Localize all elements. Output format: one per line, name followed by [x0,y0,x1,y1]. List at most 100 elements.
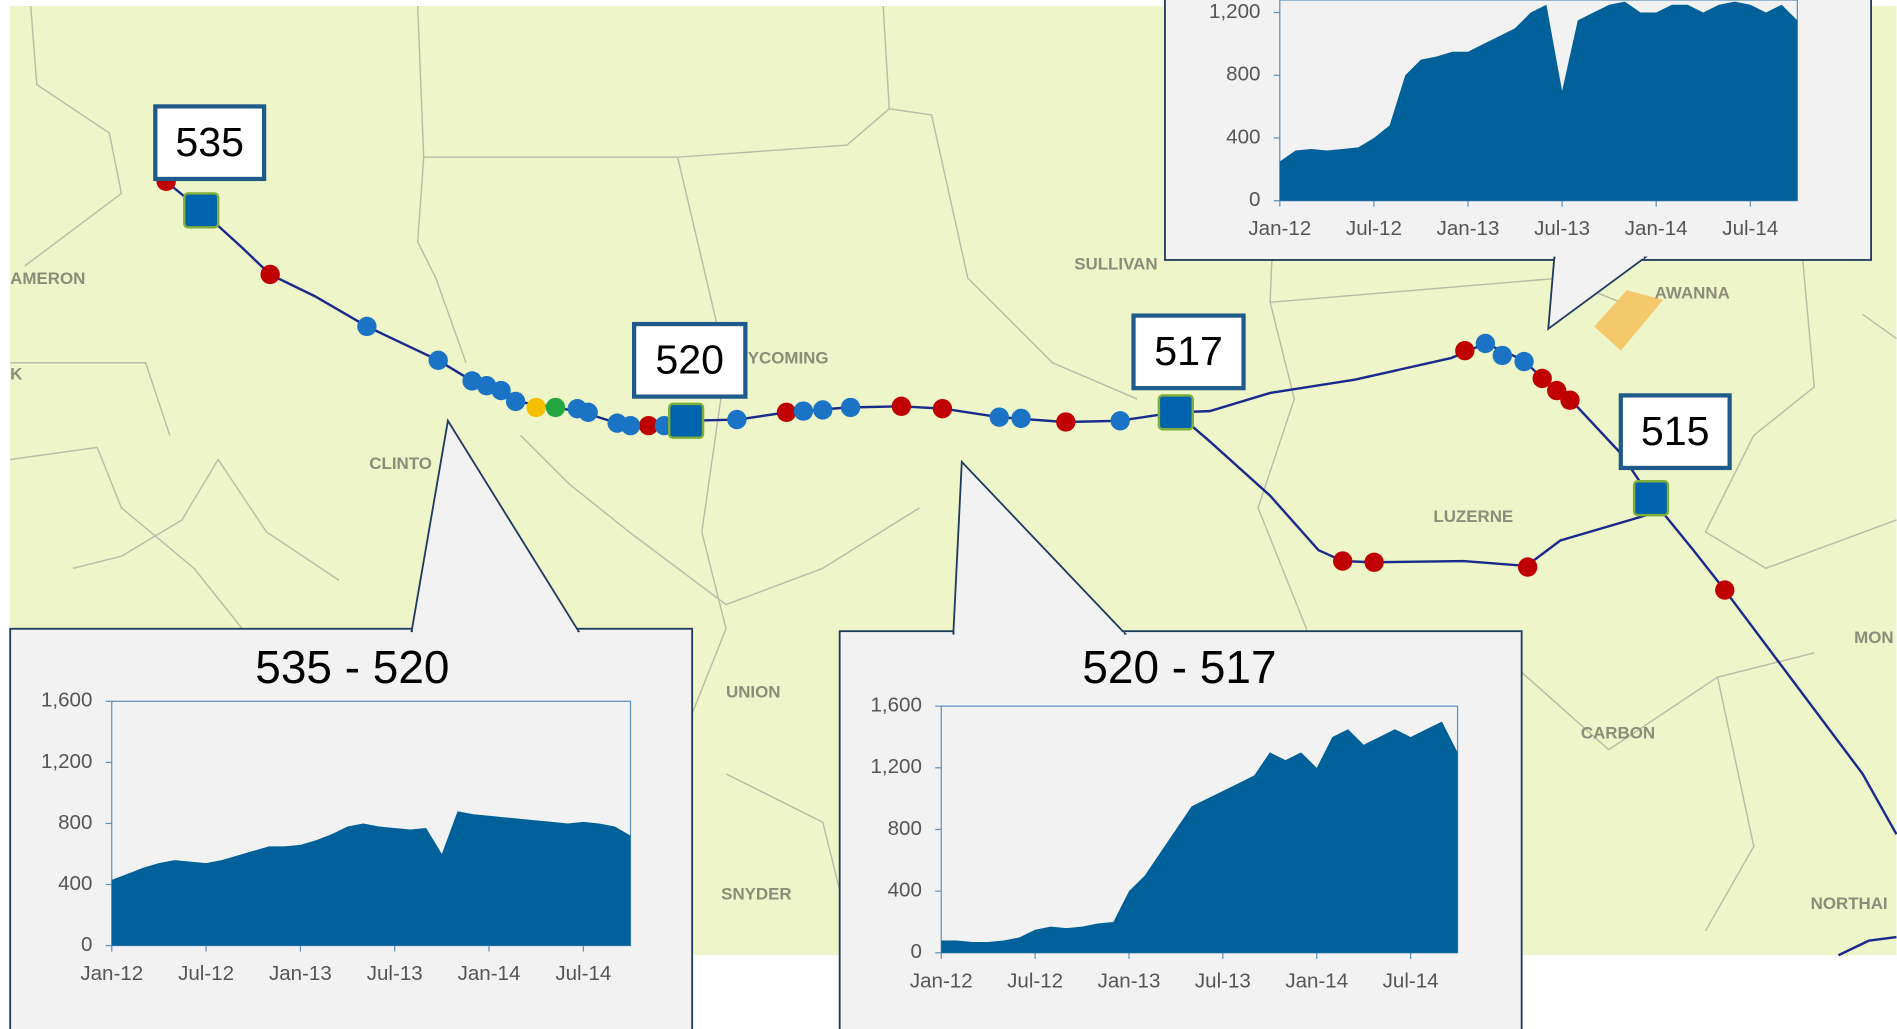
county-label: SULLIVAN [1074,254,1157,273]
x-tick-label: Jul-12 [178,962,234,985]
station-marker [1157,394,1194,431]
station-label-box [153,104,267,182]
station-label: 520 [655,337,724,383]
meter-dot [932,399,953,419]
county-label: CARBON [1581,723,1655,742]
county-label: MON [1854,628,1893,647]
y-tick-label: 800 [58,811,92,834]
meter-dot [260,264,280,285]
county-label: LUZERNE [1433,507,1513,526]
meter-dot [1110,411,1130,431]
x-tick-label: Jan-12 [1248,217,1311,240]
meter-dot [578,402,598,422]
area [941,721,1458,953]
y-tick-label: 1,200 [41,750,92,773]
area [111,811,631,946]
meter-dot [638,415,659,436]
meter-dot [1492,345,1512,366]
y-tick-label: 0 [910,940,921,963]
meter-dot [1532,368,1552,389]
x-tick-label: Jul-12 [1346,217,1402,240]
y-tick-label: 800 [888,817,922,840]
x-tick-label: Jan-14 [1285,969,1348,992]
x-tick-label: Jul-13 [1534,217,1590,240]
county-label: AWANNA [1655,283,1730,302]
county-label: YCOMING [748,349,829,368]
x-tick-label: Jul-13 [1195,969,1251,992]
meter-dot [1475,333,1496,354]
county-label: CLINTO [369,454,432,473]
x-tick-label: Jul-14 [555,962,611,985]
meter-dot [1715,580,1735,600]
y-tick-label: 1,200 [870,755,921,778]
meter-dot [1518,557,1538,577]
x-tick-label: Jan-12 [910,969,973,992]
meter-dot [505,391,526,412]
meter-dot [1011,408,1031,429]
station-marker [1632,480,1670,517]
meter-dot [428,350,448,371]
x-tick-label: Jul-13 [367,962,423,985]
x-tick-label: Jul-14 [1383,969,1439,992]
station-marker [667,402,705,439]
county-label: SNYDER [721,884,791,903]
meter-dot [1560,390,1580,410]
meter-dot [1547,380,1567,401]
meter-dot [620,415,641,436]
meter-dot [813,400,833,420]
station-label: 515 [1641,408,1710,454]
meter-dot [776,402,797,422]
y-tick-label: 1,200 [1209,0,1260,23]
y-tick-label: 400 [888,879,922,902]
meter-dot [526,397,546,418]
meter-dot [491,380,511,401]
x-tick-label: Jan-13 [269,962,332,985]
station-label-box [1618,393,1732,471]
route-line [1650,497,1897,835]
meter-dot [1364,552,1384,572]
meter-dot [357,316,377,337]
meter-dot [1333,551,1353,571]
station-marker [183,192,220,229]
x-tick-label: Jan-12 [80,962,143,985]
chart-panels: 535 - 520 0 400 800 1,200 1,600 Jan-12 Jul-12 Ja… [9,0,1873,1029]
meter-dot [840,397,861,418]
chart-title: 535 - 520 [255,641,449,693]
area [1279,1,1798,201]
meter-dot [891,396,912,416]
y-tick-label: 1,600 [870,694,921,717]
x-tick-label: Jan-13 [1437,217,1500,240]
x-tick-label: Jan-14 [1625,217,1688,240]
station-label-box [632,321,748,399]
meter-dot [1056,412,1076,432]
y-tick-label: 800 [1226,63,1260,86]
highlighted-county [1594,290,1664,351]
station-label: 517 [1154,328,1223,374]
station-label: 535 [175,119,244,165]
y-tick-label: 400 [58,872,92,895]
county-label: NORTHAI [1811,894,1888,913]
x-tick-label: Jan-14 [458,962,521,985]
meter-dots [156,171,1735,600]
county-label: AMERON [10,269,85,288]
route-line [1175,411,1652,568]
x-tick-label: Jan-13 [1098,969,1161,992]
labels: AMERON K CLINTO YCOMING SULLIVAN AWANNA LUZERN… [10,104,1894,913]
y-tick-label: 400 [1226,125,1260,148]
meter-dot [545,397,566,418]
callout-joint [954,632,1124,638]
station-label-box [1131,313,1246,391]
county-label: K [10,364,23,383]
y-tick-label: 1,600 [41,689,92,712]
chart-title: 520 - 517 [1082,641,1276,693]
meter-dot [1514,351,1534,372]
x-tick-label: Jul-12 [1007,969,1063,992]
y-tick-label: 0 [81,933,92,956]
callout-joint [412,629,578,635]
callout-joint [1555,253,1644,259]
meter-dot [727,409,747,430]
county-label: UNION [726,682,780,701]
meter-dot [989,407,1009,427]
route-line [1837,935,1897,957]
meter-dot [793,401,814,421]
